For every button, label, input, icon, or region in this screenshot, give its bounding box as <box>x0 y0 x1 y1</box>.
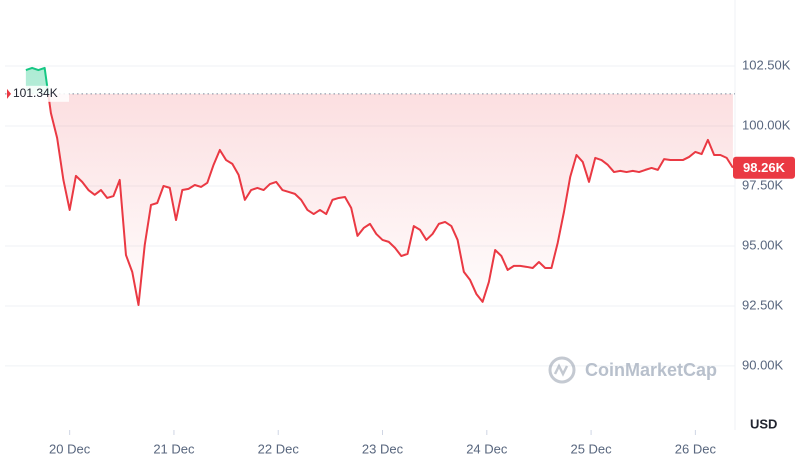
y-tick-label: 97.50K <box>742 177 784 192</box>
y-tick-label: 102.50K <box>742 57 791 72</box>
plot <box>5 66 735 306</box>
x-tick-label: 24 Dec <box>466 441 508 456</box>
x-tick-label: 26 Dec <box>675 441 717 456</box>
unit-label: USD <box>750 416 777 431</box>
price-line-down <box>47 93 734 306</box>
x-tick-label: 23 Dec <box>362 441 404 456</box>
y-tick-label: 90.00K <box>742 357 784 372</box>
watermark-logo <box>548 356 576 384</box>
y-tick-label: 92.50K <box>742 297 784 312</box>
area-down <box>48 93 733 305</box>
current-price-box <box>733 156 795 179</box>
x-tick-label: 25 Dec <box>570 441 612 456</box>
reference-label: 101.34K <box>13 86 58 100</box>
reference-label-bg <box>7 85 69 102</box>
current-price-label: 98.26K <box>743 160 786 175</box>
reference-marker <box>7 88 11 99</box>
watermark: CoinMarketCap <box>585 360 717 380</box>
overlay: 101.34K 98.26K <box>7 85 795 179</box>
y-tick-label: 100.00K <box>742 117 791 132</box>
x-tick-label: 22 Dec <box>258 441 300 456</box>
y-tick-label: 95.00K <box>742 237 784 252</box>
x-tick-label: 21 Dec <box>153 441 195 456</box>
x-tick-label: 20 Dec <box>49 441 91 456</box>
